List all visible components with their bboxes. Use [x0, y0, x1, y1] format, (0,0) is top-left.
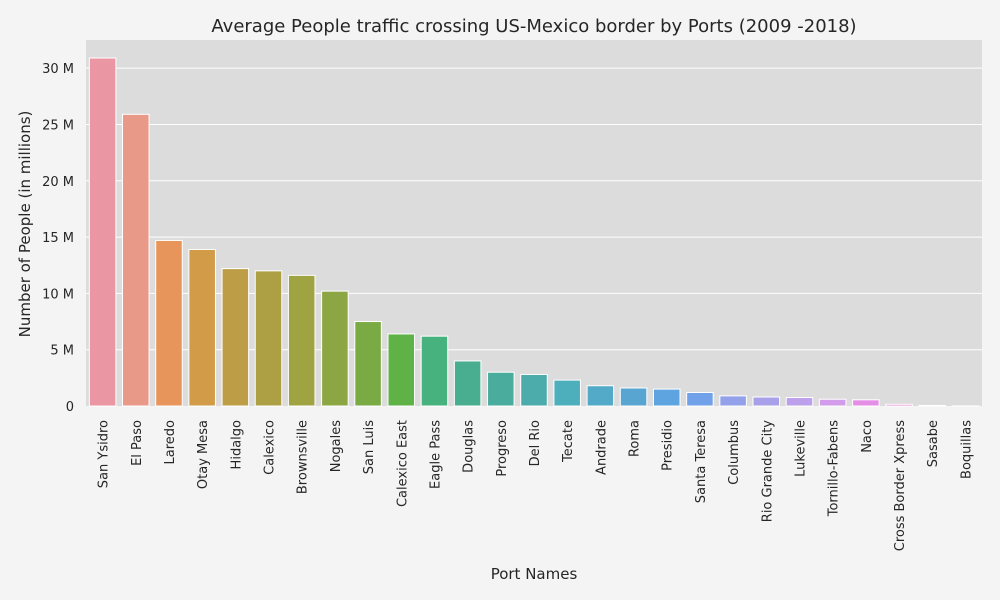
x-tick-label: Lukeville — [793, 420, 808, 477]
x-tick-label: Andrade — [594, 420, 609, 475]
x-tick-label: Brownsville — [296, 420, 311, 494]
y-tick-label: 5 M — [50, 344, 74, 359]
x-tick-label: Rio Grande City — [760, 420, 775, 523]
bar-calexico-east — [387, 333, 416, 407]
x-tick-label: San Ysidro — [97, 420, 112, 488]
x-tick-label: Columbus — [727, 420, 742, 485]
bar-el-paso — [122, 113, 150, 407]
x-tick-labels: San Ysidro El Paso Laredo Otay Mesa Hidalgo C… — [97, 420, 975, 552]
x-tick-label: Calexico — [263, 420, 278, 475]
bar-cross-border-xpress — [885, 403, 913, 407]
bar-lukeville — [785, 397, 814, 407]
y-tick-label: 20 M — [42, 175, 74, 190]
x-tick-label: Hidalgo — [229, 420, 244, 469]
bars — [88, 57, 980, 407]
x-tick-label: Sasabe — [926, 420, 941, 467]
x-tick-label: Otay Mesa — [196, 420, 211, 489]
x-tick-label: Eagle Pass — [428, 420, 443, 489]
x-tick-label: Progreso — [495, 420, 510, 477]
x-tick-label: Douglas — [462, 420, 477, 473]
bar-roma — [619, 387, 648, 407]
y-axis-label: Number of People (in millions) — [16, 111, 34, 338]
x-tick-label: Roma — [628, 420, 643, 457]
y-tick-label: 10 M — [42, 287, 74, 302]
y-tick-labels: 0 5 M 10 M 15 M 20 M 25 M 30 M — [42, 62, 74, 415]
bar-douglas — [453, 360, 482, 407]
bar-andrade — [586, 385, 615, 407]
x-tick-label: San Luis — [362, 420, 377, 474]
y-tick-label: 30 M — [42, 62, 74, 77]
bar-tecate — [553, 379, 581, 407]
bar-tornillo-fabens — [818, 398, 847, 407]
x-tick-label: Tornillo-Fabens — [827, 420, 842, 518]
x-tick-label: Nogales — [329, 420, 344, 473]
bar-progreso — [487, 371, 515, 407]
bar-laredo — [155, 239, 183, 407]
bar-naco — [852, 399, 880, 407]
x-axis-label: Port Names — [491, 565, 578, 583]
bar-eagle-pass — [420, 335, 449, 407]
bar-hidalgo — [221, 268, 250, 407]
x-tick-label: Naco — [860, 420, 875, 453]
bar-nogales — [321, 290, 349, 407]
chart-title: Average People traffic crossing US-Mexic… — [211, 16, 856, 37]
bar-brownsville — [287, 274, 316, 407]
x-tick-label: El Paso — [130, 420, 145, 466]
x-tick-label: Tecate — [561, 420, 576, 463]
bar-presidio — [652, 388, 681, 407]
y-tick-label: 25 M — [42, 118, 74, 133]
x-tick-label: Laredo — [163, 420, 178, 465]
x-tick-label: Presidio — [661, 420, 676, 471]
bar-otay-mesa — [188, 248, 216, 407]
bar-columbus — [719, 395, 747, 407]
x-tick-label: Santa Teresa — [694, 420, 709, 503]
plot-background — [86, 40, 982, 406]
bar-san-luis — [354, 321, 382, 407]
x-tick-label: Cross Border Xpress — [893, 420, 908, 551]
bar-sasabe — [918, 404, 946, 407]
bar-calexico — [254, 270, 283, 407]
bar-san-ysidro — [88, 57, 117, 407]
x-tick-label: Boquillas — [959, 420, 974, 479]
bar-rio-grande-city — [752, 396, 781, 407]
bar-santa-teresa — [686, 391, 714, 407]
bar-del-rio — [520, 373, 548, 407]
y-tick-label: 15 M — [42, 231, 74, 246]
x-tick-label: Del Rio — [528, 420, 543, 466]
y-tick-label: 0 — [66, 400, 74, 415]
x-tick-label: Calexico East — [395, 420, 410, 507]
